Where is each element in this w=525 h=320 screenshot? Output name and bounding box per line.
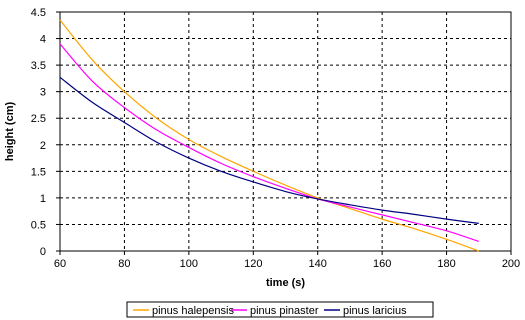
y-tick-label: 2.5 bbox=[31, 113, 46, 125]
y-tick-label: 0 bbox=[40, 246, 46, 258]
series-line-1 bbox=[59, 19, 479, 252]
x-tick-label: 120 bbox=[244, 258, 262, 270]
legend-label-2: pinus pinaster bbox=[250, 305, 319, 317]
x-tick-label: 140 bbox=[309, 258, 327, 270]
plot-frame bbox=[56, 11, 512, 255]
y-tick-label: 4.5 bbox=[31, 7, 46, 19]
legend-label-1: pinus halepensis bbox=[152, 305, 234, 317]
y-tick-label: 1.5 bbox=[31, 166, 46, 178]
legend: pinus halepensis pinus pinaster pinus lari… bbox=[126, 301, 434, 318]
series-line-3 bbox=[59, 76, 479, 224]
x-tick-label: 180 bbox=[437, 258, 455, 270]
x-tick-label: 100 bbox=[180, 258, 198, 270]
x-tick-label: 200 bbox=[502, 258, 520, 270]
y-tick-label: 3.5 bbox=[31, 60, 46, 72]
y-axis-title: height (cm) bbox=[4, 102, 16, 162]
legend-label-3: pinus laricius bbox=[343, 305, 407, 317]
x-tick-label: 160 bbox=[373, 258, 391, 270]
y-tick-label: 1 bbox=[40, 193, 46, 205]
grid-lines bbox=[60, 12, 511, 251]
series-lines bbox=[59, 19, 479, 252]
x-axis-title: time (s) bbox=[266, 277, 305, 289]
series-line-2 bbox=[59, 43, 479, 243]
x-tick-label: 80 bbox=[118, 258, 130, 270]
x-tick-label: 60 bbox=[54, 258, 66, 270]
y-tick-labels: 0 0.5 1 1.5 2 2.5 3 3.5 4 4.5 bbox=[31, 7, 46, 258]
y-tick-label: 0.5 bbox=[31, 219, 46, 231]
legend-box bbox=[126, 301, 434, 318]
y-tick-label: 4 bbox=[40, 34, 46, 46]
plot-area-border bbox=[59, 11, 512, 252]
y-tick-label: 2 bbox=[40, 140, 46, 152]
y-tick-label: 3 bbox=[40, 87, 46, 99]
x-tick-labels: 60 80 100 120 140 160 180 200 bbox=[54, 258, 520, 270]
